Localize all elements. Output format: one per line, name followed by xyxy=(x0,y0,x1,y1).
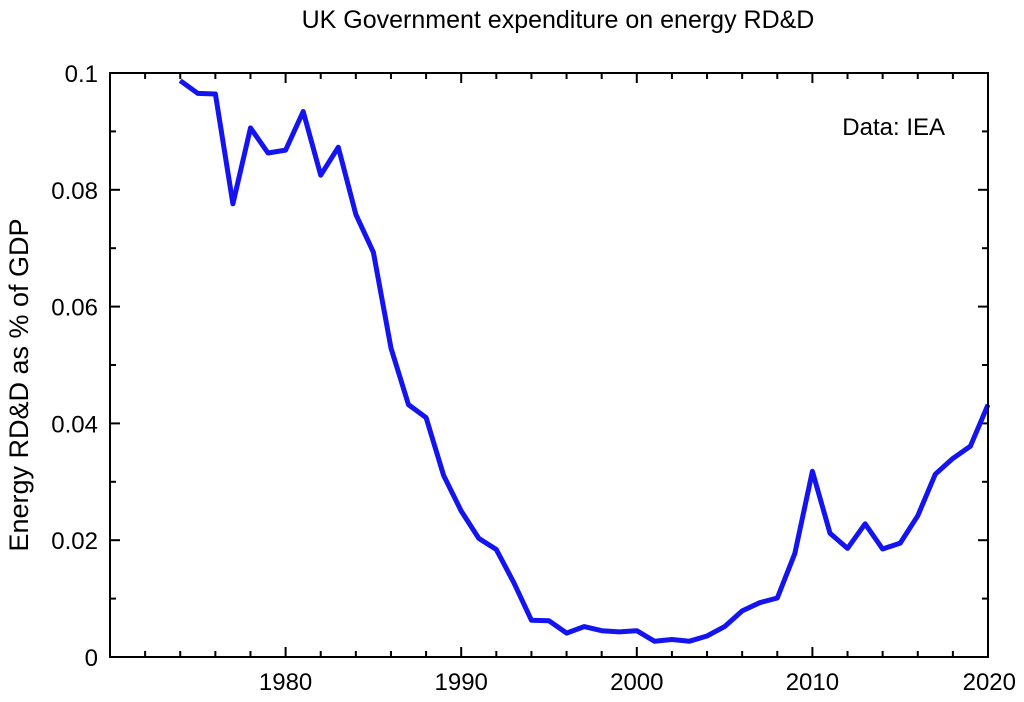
y-axis-label: Energy RD&D as % of GDP xyxy=(4,218,34,551)
x-tick-label: 1980 xyxy=(259,669,312,696)
tick-labels: 1980 1990 2000 2010 2020 0 0.02 0.04 0.06 0.08 0.1 xyxy=(51,61,1016,696)
chart-title: UK Government expenditure on energy RD&D xyxy=(302,6,815,34)
y-tick-label: 0.1 xyxy=(65,61,98,88)
series-group xyxy=(178,78,991,644)
y-tick-label: 0.08 xyxy=(51,178,98,205)
x-tick-label: 2010 xyxy=(786,669,839,696)
y-tick-label: 0.06 xyxy=(51,295,98,322)
y-tick-label: 0.02 xyxy=(51,528,98,555)
x-tick-label: 2000 xyxy=(610,669,663,696)
y-tick-label: 0.04 xyxy=(51,411,98,438)
x-tick-label: 2020 xyxy=(963,669,1016,696)
x-tick-label: 1990 xyxy=(435,669,488,696)
source-annotation: Data: IEA xyxy=(842,114,945,141)
plot-frame xyxy=(109,72,989,658)
series-line xyxy=(178,78,991,644)
y-tick-label: 0 xyxy=(85,645,98,672)
